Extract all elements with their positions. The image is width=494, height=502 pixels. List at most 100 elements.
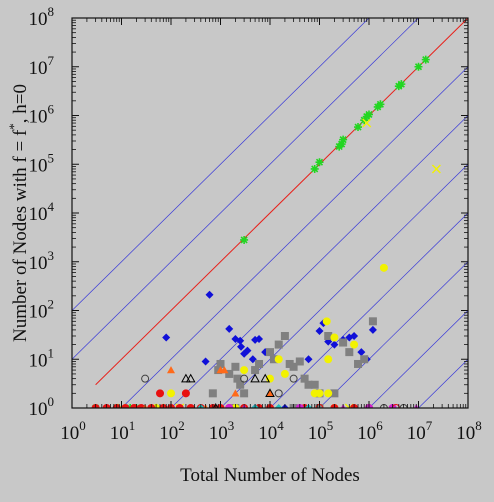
y-tick-label-0-base: 10	[29, 399, 48, 420]
data-point-square-3-4	[233, 374, 242, 383]
data-point-triangle-open-8-4	[265, 388, 275, 398]
data-point-triangle-7-0	[167, 366, 175, 374]
data-point-diamond-2-21	[357, 348, 366, 357]
y-tick-label-3-exp: 3	[48, 248, 55, 263]
data-point-circle-4-9	[167, 389, 175, 398]
data-point-circle-4-11	[315, 389, 324, 398]
x-tick-label-1-base: 10	[110, 423, 129, 444]
y-tick-label-0-exp: 0	[48, 394, 55, 409]
y-axis-label-sup: *	[6, 123, 21, 130]
data-point-square-3-7	[251, 366, 260, 375]
data-point-star-0-15	[421, 55, 430, 64]
y-tick-label-1-exp: 1	[48, 345, 55, 360]
y-tick-label-6: 106	[29, 102, 55, 128]
x-axis-label: Total Number of Nodes	[180, 465, 360, 486]
x-tick-label-3-base: 10	[209, 423, 228, 444]
data-point-triangle-7-3	[231, 389, 240, 397]
data-point-circle-5-7	[137, 404, 146, 408]
x-tick-label-1: 101	[110, 418, 136, 444]
identity-line	[95, 18, 468, 386]
data-point-square-3-20	[324, 331, 333, 340]
data-point-square-3-1	[216, 359, 225, 368]
x-tick-label-6-exp: 6	[376, 418, 383, 433]
y-tick-label-4: 104	[29, 199, 55, 225]
data-point-diamond-11-2	[274, 404, 283, 408]
x-tick-label-0-base: 10	[60, 423, 79, 444]
data-point-circle-5-11	[175, 404, 184, 408]
data-point-square-3-21	[330, 389, 339, 398]
data-point-square-3-17	[304, 380, 313, 389]
x-tick-label-2-exp: 2	[178, 418, 185, 433]
data-point-square-3-5	[236, 380, 245, 389]
data-point-diamond-2-9	[255, 335, 264, 344]
data-point-circle-4-1	[322, 317, 331, 326]
x-tick-label-7: 107	[407, 418, 433, 444]
x-tick-label-6: 106	[357, 418, 383, 444]
x-tick-label-8-exp: 8	[475, 418, 482, 433]
y-tick-label-8-exp: 8	[48, 4, 55, 19]
data-point-diamond-2-23	[368, 325, 377, 334]
data-point-circle-4-3	[324, 355, 333, 364]
x-tick-label-5: 105	[308, 418, 334, 444]
data-point-square-3-27	[208, 389, 217, 398]
y-tick-label-7-base: 10	[29, 58, 48, 79]
data-point-circle-open-6-0	[141, 374, 150, 383]
x-tick-label-3: 103	[209, 418, 235, 444]
data-point-square-3-2	[225, 369, 234, 378]
data-point-diamond-2-10	[243, 346, 252, 355]
data-point-diamond-2-13	[304, 355, 313, 364]
data-point-diamond-2-0	[162, 333, 171, 342]
data-point-circle-4-8	[240, 366, 249, 375]
y-tick-label-3-base: 10	[29, 253, 48, 274]
x-tick-label-5-exp: 5	[327, 418, 334, 433]
data-point-circle-5-1	[181, 389, 190, 398]
y-tick-label-7: 107	[29, 53, 55, 79]
data-point-square-3-10	[269, 355, 278, 364]
y-tick-label-2-base: 10	[29, 302, 48, 323]
x-tick-label-2-base: 10	[159, 423, 178, 444]
data-point-square-3-26	[360, 355, 369, 364]
y-tick-label-6-exp: 6	[48, 102, 55, 117]
y-axis-label-tail: , h=0	[10, 84, 31, 123]
data-point-diamond-2-8	[251, 335, 260, 344]
y-tick-label-2-exp: 2	[48, 297, 55, 312]
data-point-circle-open-12-0	[391, 404, 400, 408]
data-point-circle-5-5	[121, 404, 130, 408]
data-point-square-3-12	[280, 331, 289, 340]
data-point-diamond-2-2	[225, 324, 234, 333]
y-tick-label-4-exp: 4	[48, 199, 55, 214]
data-point-square-3-15	[295, 357, 304, 366]
data-point-diamond-2-6	[237, 342, 246, 351]
x-tick-label-4: 104	[258, 418, 284, 444]
data-point-star-0-9	[365, 110, 373, 119]
data-point-x-1-1	[362, 118, 372, 128]
data-point-diamond-2-4	[236, 336, 245, 345]
data-point-square-3-22	[339, 338, 348, 347]
data-point-x-1-0	[431, 164, 441, 174]
x-tick-label-4-exp: 4	[277, 418, 284, 433]
data-point-triangle-open-8-1	[185, 373, 196, 383]
y-tick-label-1-base: 10	[29, 350, 48, 371]
data-point-circle-4-4	[350, 340, 359, 349]
data-point-star-0-13	[397, 80, 406, 89]
x-tick-label-0-exp: 0	[79, 418, 86, 433]
data-point-diamond-2-17	[330, 340, 339, 349]
data-point-triangle-open-8-2	[250, 373, 260, 383]
y-tick-label-5-exp: 5	[48, 150, 55, 165]
data-point-triangle-open-8-3	[260, 373, 271, 383]
y-axis-label: Number of Nodes with f = f*, h=0	[6, 84, 31, 342]
y-tick-label-0: 100	[29, 394, 55, 420]
data-point-star-0-4	[337, 140, 346, 149]
data-point-diamond-2-11	[248, 355, 257, 364]
data-point-square-3-9	[266, 348, 274, 357]
data-point-square-3-23	[345, 348, 354, 357]
data-point-square-3-18	[310, 380, 319, 389]
x-tick-label-6-base: 10	[357, 423, 376, 444]
